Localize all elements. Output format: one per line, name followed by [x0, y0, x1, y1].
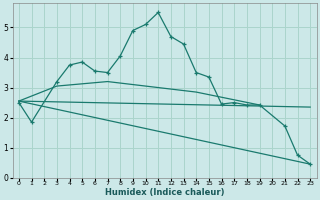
X-axis label: Humidex (Indice chaleur): Humidex (Indice chaleur) — [105, 188, 224, 197]
